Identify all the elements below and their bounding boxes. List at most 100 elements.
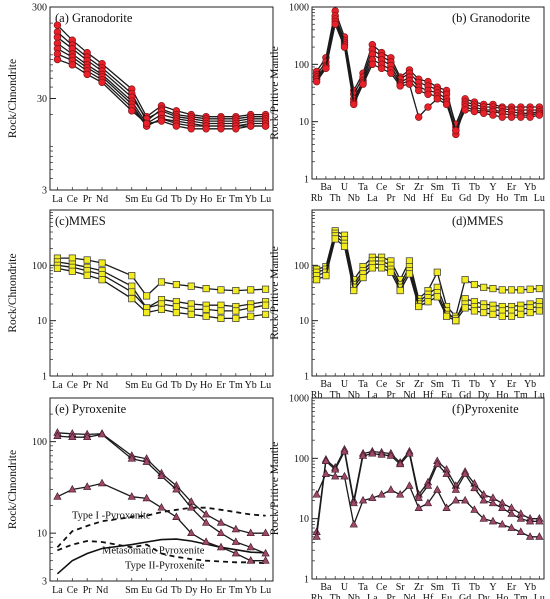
data-point <box>312 77 321 86</box>
data-point <box>433 459 442 468</box>
y-tick-label: 100 <box>294 60 309 71</box>
x-tick-label: Tm <box>229 194 243 205</box>
data-point <box>414 503 423 511</box>
data-point <box>128 282 136 290</box>
x-tick-label: Tm <box>514 390 528 401</box>
x-tick-label: Tm <box>514 593 528 599</box>
data-point <box>433 268 441 276</box>
data-point <box>377 64 386 73</box>
data-point <box>433 95 441 103</box>
data-point <box>128 288 136 296</box>
chart-panel-5: 3 10 100 Rock/Chnondrite (e) Pyroxenite La Ce P… <box>7 397 274 596</box>
x-tick-label: Yb <box>524 182 536 193</box>
series-line <box>316 237 540 322</box>
x-tick-label: Th <box>330 193 341 204</box>
x-tick-label: Nd <box>403 593 415 599</box>
x-tick-label: Tm <box>229 380 243 391</box>
x-tick-label: Sm <box>125 585 139 596</box>
y-tick-label: 10 <box>37 316 47 327</box>
data-point <box>217 125 225 133</box>
x-tick-label: Tb <box>171 585 182 596</box>
chart-panel-3: 1 10 100 Rock/Chnondrite (c)MMES La Ce Pr Nd Sm Eu… <box>7 209 274 391</box>
data-series <box>313 235 543 325</box>
x-tick-label: Er <box>216 380 226 391</box>
data-point <box>526 285 534 293</box>
x-tick-label: Yb <box>245 380 257 391</box>
data-point <box>142 119 151 128</box>
x-tick-label: Ce <box>67 380 79 391</box>
x-tick-label: Eu <box>141 194 152 205</box>
data-point <box>340 43 349 51</box>
data-point <box>405 80 414 88</box>
x-tick-label: Zr <box>414 182 424 193</box>
data-point <box>97 429 107 438</box>
x-tick-label: Tb <box>171 380 182 391</box>
x-tick-label: Sm <box>431 582 445 593</box>
data-point <box>535 285 543 293</box>
data-point <box>368 60 377 69</box>
x-tick-label: Sm <box>431 379 445 390</box>
data-point <box>142 493 151 502</box>
x-tick-label: Ta <box>358 379 368 390</box>
data-point <box>331 20 339 28</box>
data-point <box>414 493 423 501</box>
x-tick-label: Ta <box>358 582 368 593</box>
chart-panel-1: 3 30 300 Rock/Chnondrite (a) Granodorite La Ce… <box>7 3 274 205</box>
data-point <box>358 495 368 504</box>
data-point <box>340 242 349 250</box>
data-point <box>68 254 76 262</box>
x-tick-label: Yb <box>524 379 536 390</box>
data-point <box>480 283 488 291</box>
data-point <box>535 111 544 119</box>
data-series <box>53 478 270 564</box>
data-point <box>172 302 180 311</box>
data-series <box>53 264 270 322</box>
x-tick-label: Sr <box>396 182 406 193</box>
x-tick-label: Lu <box>534 193 545 204</box>
chart-panel-6: 1 10 100 1000 Rock/Pritive Mantle (f)Pyroxeni… <box>269 394 545 599</box>
plot-frame <box>49 209 274 377</box>
data-point <box>53 55 62 64</box>
x-tick-label: Lu <box>534 390 545 401</box>
x-tick-label: Lu <box>260 585 271 596</box>
data-point <box>217 314 225 322</box>
x-tick-label: Ho <box>496 593 508 599</box>
data-series <box>53 254 270 300</box>
data-point <box>517 286 525 294</box>
x-tick-label: Th <box>330 390 341 401</box>
data-point <box>396 82 404 90</box>
data-point <box>377 490 386 498</box>
data-point <box>246 542 255 551</box>
data-point <box>83 482 92 490</box>
data-point <box>143 292 151 300</box>
y-tick-label: 30 <box>37 94 47 105</box>
data-point <box>507 312 516 320</box>
data-point <box>53 264 61 272</box>
data-point <box>415 113 423 121</box>
x-tick-label: Pr <box>83 585 93 596</box>
data-point <box>489 111 497 119</box>
data-point <box>68 61 77 69</box>
data-point <box>349 498 358 507</box>
y-tick-label: 100 <box>32 261 47 272</box>
data-point <box>247 122 255 130</box>
data-point <box>498 312 506 320</box>
data-point <box>350 100 358 109</box>
data-point <box>247 304 255 312</box>
data-series <box>53 55 270 133</box>
series-line <box>57 432 266 534</box>
x-tick-label: Lu <box>260 194 271 205</box>
data-point <box>68 267 76 275</box>
x-tick-label: Pr <box>83 380 93 391</box>
x-tick-label: Yb <box>524 582 536 593</box>
y-axis-label: Rock/Chnondrite <box>7 450 19 529</box>
data-point <box>128 295 136 303</box>
data-point <box>424 103 432 111</box>
data-point <box>172 122 181 130</box>
x-tick-label: La <box>367 390 378 401</box>
x-tick-label: Th <box>330 593 341 599</box>
x-tick-label: Ce <box>376 582 388 593</box>
data-point <box>488 516 498 525</box>
data-point <box>201 537 211 545</box>
x-tick-label: Eu <box>141 585 152 596</box>
